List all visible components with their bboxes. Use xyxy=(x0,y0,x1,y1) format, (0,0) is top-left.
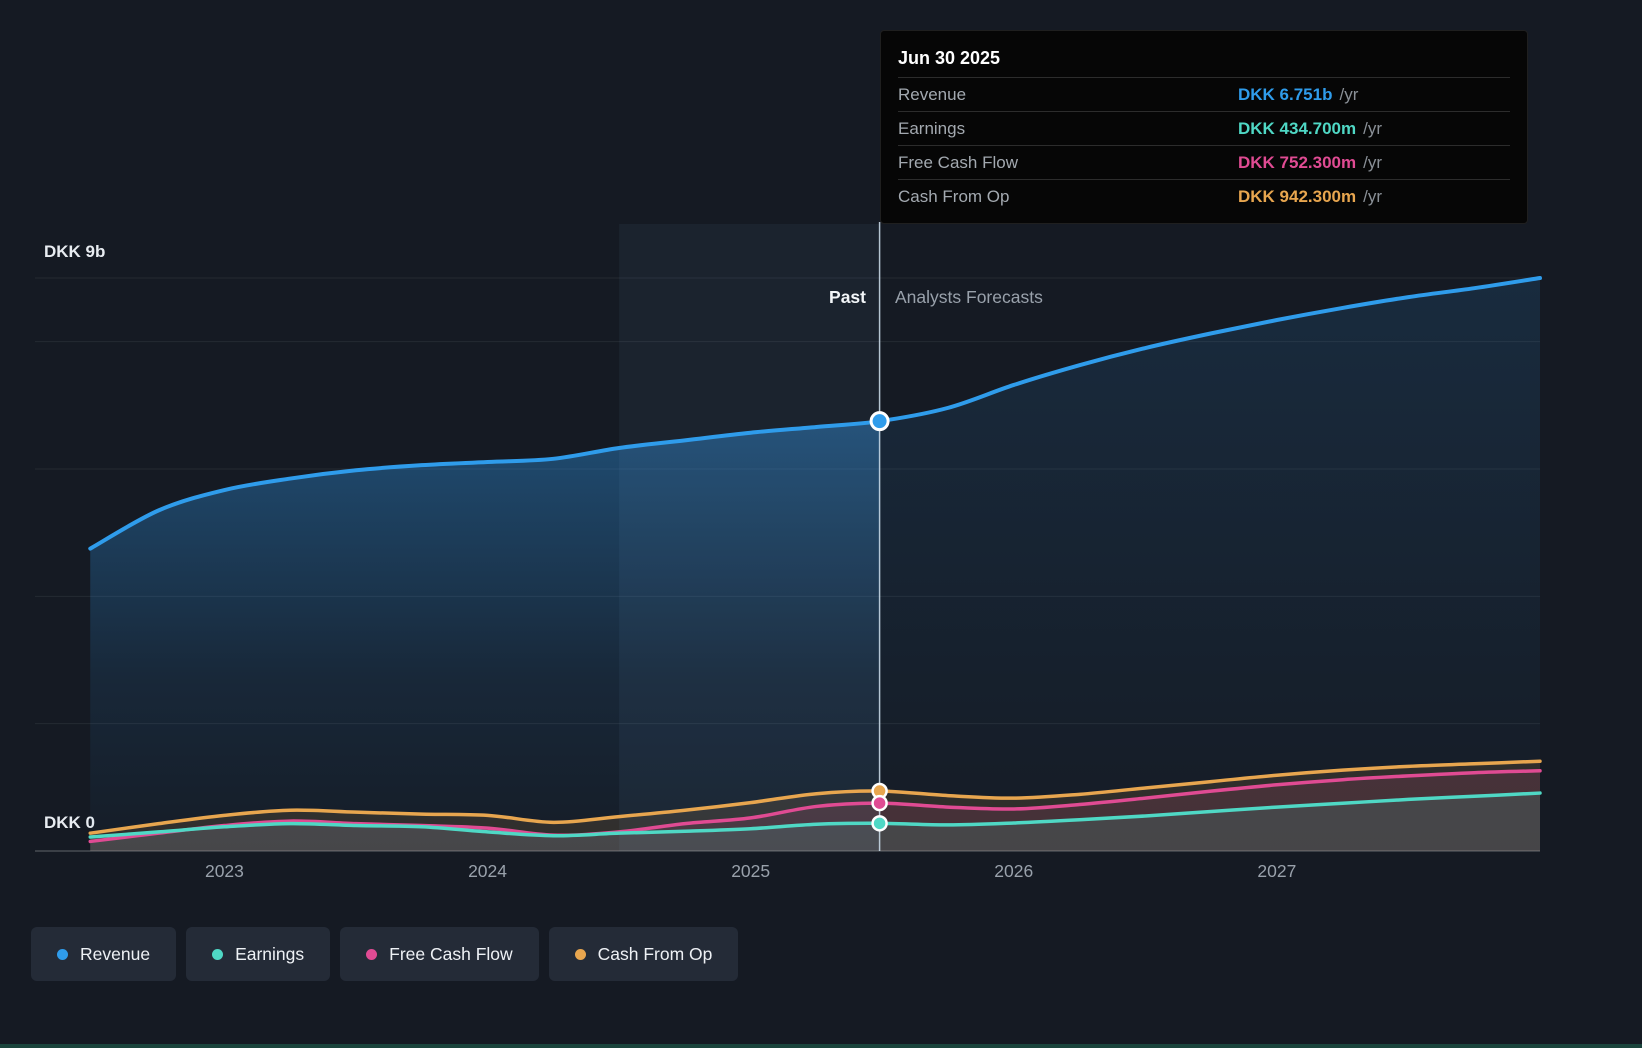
tooltip-row-value: DKK 942.300m xyxy=(1238,186,1357,206)
series-area xyxy=(90,770,1540,851)
bottom-accent-strip xyxy=(0,1044,1642,1048)
earnings-dot-icon xyxy=(212,948,224,960)
legend: Revenue Earnings Free Cash Flow Cash Fro… xyxy=(31,927,739,981)
marker-revenue xyxy=(869,411,890,432)
series-area xyxy=(90,793,1540,851)
tooltip-row-suffix: /yr xyxy=(1363,118,1383,138)
highlight-band xyxy=(619,224,880,851)
x-axis: 2023 2024 2025 2026 2027 xyxy=(0,861,1642,885)
legend-label: Free Cash Flow xyxy=(389,943,513,964)
past-label: Past xyxy=(829,287,866,307)
tooltip-row-free-cash-flow: Free Cash Flow DKK 752.300m /yr xyxy=(898,145,1510,179)
marker-free-cash-flow xyxy=(871,794,888,812)
forecast-label: Analysts Forecasts xyxy=(895,287,1043,307)
series-line xyxy=(88,759,1542,835)
tooltip-row-suffix: /yr xyxy=(1339,84,1359,104)
x-axis-label: 2025 xyxy=(731,861,771,881)
marker-earnings xyxy=(871,815,888,832)
cash-from-op-dot-icon xyxy=(574,948,586,960)
tooltip-row-suffix: /yr xyxy=(1363,152,1383,172)
legend-item-earnings[interactable]: Earnings xyxy=(186,927,331,981)
revenue-line xyxy=(88,276,1542,551)
revenue-area-past xyxy=(90,421,880,851)
revenue-dot-icon xyxy=(57,948,68,960)
tooltip-row-value: DKK 434.700m xyxy=(1238,118,1357,138)
legend-item-revenue[interactable]: Revenue xyxy=(31,927,177,981)
tooltip-row-label: Cash From Op xyxy=(898,186,1010,206)
y-axis-label-bottom: DKK 0 xyxy=(44,813,96,832)
legend-label: Revenue xyxy=(80,943,151,964)
tooltip-row-revenue: Revenue DKK 6.751b /yr xyxy=(898,77,1510,111)
chart-tooltip: Jun 30 2025 Revenue DKK 6.751b /yr Earni… xyxy=(880,30,1528,224)
series-line xyxy=(88,769,1542,844)
tooltip-row-suffix: /yr xyxy=(1363,186,1383,206)
legend-item-free-cash-flow[interactable]: Free Cash Flow xyxy=(340,927,539,981)
tooltip-row-cash-from-op: Cash From Op DKK 942.300m /yr xyxy=(898,179,1510,213)
tooltip-row-label: Free Cash Flow xyxy=(898,152,1018,172)
legend-label: Cash From Op xyxy=(597,943,713,964)
series-line xyxy=(88,791,1542,839)
tooltip-row-label: Earnings xyxy=(898,118,966,138)
legend-item-cash-from-op[interactable]: Cash From Op xyxy=(548,927,739,981)
x-axis-label: 2024 xyxy=(468,861,508,881)
free-cash-flow-dot-icon xyxy=(366,948,378,960)
tooltip-row-value: DKK 752.300m xyxy=(1238,152,1357,172)
revenue-area-forecast xyxy=(879,278,1540,851)
y-axis-label-top: DKK 9b xyxy=(44,242,106,261)
tooltip-row-value: DKK 6.751b xyxy=(1238,84,1333,104)
tooltip-row-label: Revenue xyxy=(898,84,967,104)
tooltip-date: Jun 30 2025 xyxy=(898,48,1001,68)
x-axis-label: 2023 xyxy=(204,861,244,881)
x-axis-label: 2026 xyxy=(994,861,1034,881)
tooltip-row-earnings: Earnings DKK 434.700m /yr xyxy=(898,111,1510,145)
x-axis-label: 2027 xyxy=(1257,861,1297,881)
legend-label: Earnings xyxy=(235,943,305,964)
